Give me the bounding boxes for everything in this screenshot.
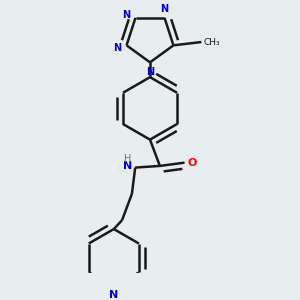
Text: N: N — [146, 67, 154, 76]
Text: H: H — [124, 154, 132, 164]
Text: N: N — [123, 161, 133, 171]
Text: O: O — [187, 158, 196, 168]
Text: CH₃: CH₃ — [203, 38, 220, 46]
Text: N: N — [160, 4, 169, 14]
Text: N: N — [113, 43, 122, 53]
Text: N: N — [122, 10, 130, 20]
Text: N: N — [109, 290, 119, 300]
